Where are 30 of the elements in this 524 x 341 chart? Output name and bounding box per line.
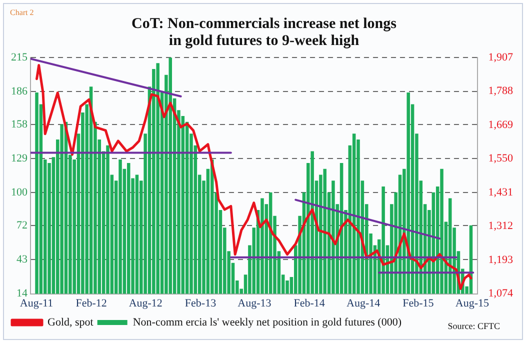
x-tick-label: Aug-12 (128, 297, 162, 310)
x-tick-label: Feb-12 (76, 297, 107, 310)
y-tick-label: 186 (11, 86, 28, 98)
chart-title: CoT: Non-commercials increase net longs in gold futures to 9-week high (130, 16, 398, 50)
x-tick-label: Feb-14 (294, 297, 326, 310)
x-tick-label: Aug-13 (238, 297, 272, 310)
source-note: Source: CFTC (448, 321, 500, 331)
y-tick-label: 215 (11, 51, 28, 64)
x-tick-label: Aug-14 (346, 297, 381, 310)
y-tick-label: 72 (16, 220, 28, 232)
x-tick-label: Feb-13 (184, 297, 217, 310)
y2-tick-label: 1,312 (488, 220, 513, 232)
x-tick-label: Feb-15 (402, 297, 434, 310)
caption: Chart 2 (10, 8, 34, 17)
y-tick-label: 129 (11, 152, 28, 165)
y2-tick-label: 1,074 (488, 288, 514, 300)
x-tick-label: Aug-11 (20, 297, 54, 310)
y2-tick-label: 1,431 (488, 186, 513, 198)
y2-tick-label: 1,669 (488, 118, 514, 131)
y-tick-label: 158 (11, 118, 28, 130)
y2-tick-label: 1,193 (488, 254, 514, 266)
legend-label: Non-comm ercia ls' weekly net position in gold futures (000) (132, 316, 402, 328)
y-tick-label: 14 (16, 288, 28, 300)
y2-tick-label: 1,550 (488, 152, 514, 165)
y-tick-label: 100 (11, 186, 28, 199)
y-tick-label: 43 (16, 254, 28, 266)
legend-label: Gold, spot (48, 316, 94, 328)
y2-tick-label: 1,788 (488, 85, 514, 98)
y2-tick-label: 1,907 (488, 51, 514, 64)
x-tick-label: Aug-15 (455, 297, 490, 310)
